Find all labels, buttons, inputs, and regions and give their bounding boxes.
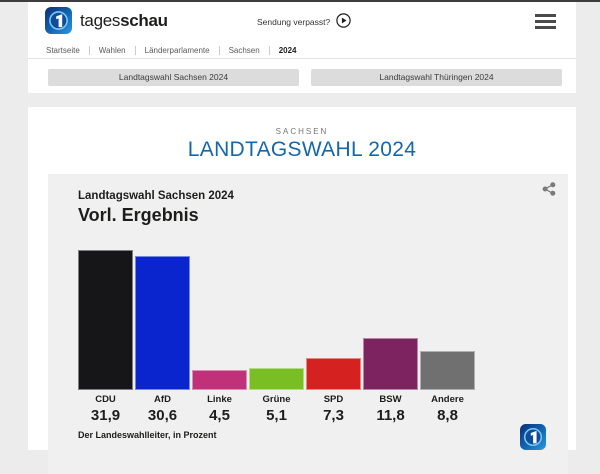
- bar-value-label: 30,6: [147, 407, 178, 424]
- bar-linke: [192, 370, 247, 390]
- sendung-verpasst-link[interactable]: Sendung verpasst?: [257, 17, 331, 27]
- tagesschau-logo-icon[interactable]: [45, 7, 72, 34]
- bar-category-label: SPD: [323, 394, 344, 405]
- share-icon[interactable]: [542, 182, 556, 196]
- tagesschau-app-icon: [520, 424, 546, 450]
- chart-title: Landtagswahl Sachsen 2024: [78, 190, 234, 202]
- result-chart-card: Landtagswahl Sachsen 2024 Vorl. Ergebnis…: [48, 174, 568, 474]
- site-header: tagesschau Sendung verpasst? Startseite …: [28, 2, 576, 93]
- brand-wordmark[interactable]: tagesschau: [80, 11, 168, 31]
- bar-category-label: Grüne: [262, 394, 291, 405]
- breadcrumb-2024: 2024: [278, 45, 297, 55]
- bar-category-label: Linke: [207, 394, 232, 405]
- bar-value-label: 31,9: [90, 407, 121, 424]
- breadcrumb-sachsen[interactable]: Sachsen: [220, 45, 270, 55]
- bar-column: Andere 8,8: [420, 250, 475, 424]
- bar-chart: CDU 31,9 AfD 30,6 Linke 4,5 Grüne 5,1 SPD 7,3 BSW 1…: [78, 250, 475, 424]
- menu-icon[interactable]: [535, 14, 556, 30]
- bar-grüne: [249, 368, 304, 390]
- tab-landtagswahl-thueringen[interactable]: Landtagswahl Thüringen 2024: [311, 69, 562, 86]
- breadcrumb: Startseite Wahlen Länderparlamente Sachs…: [28, 42, 576, 59]
- bar-bsw: [363, 338, 418, 390]
- bar-category-label: Andere: [431, 394, 464, 405]
- brand-bold: schau: [120, 11, 168, 30]
- main-content: SACHSEN LANDTAGSWAHL 2024 Landtagswahl S…: [28, 107, 576, 474]
- bar-cdu: [78, 250, 133, 390]
- bar-andere: [420, 351, 475, 390]
- bar-afd: [135, 256, 190, 390]
- bar-category-label: AfD: [154, 394, 171, 405]
- chart-source-note: Der Landeswahlleiter, in Prozent: [78, 430, 217, 440]
- bar-value-label: 8,8: [437, 407, 458, 424]
- bar-value-label: 4,5: [209, 407, 230, 424]
- bar-value-label: 11,8: [376, 407, 405, 424]
- top-border-line: [0, 0, 600, 2]
- breadcrumb-wahlen[interactable]: Wahlen: [90, 45, 136, 55]
- bar-column: Linke 4,5: [192, 250, 247, 424]
- brand-light: tages: [80, 11, 121, 30]
- bar-column: Grüne 5,1: [249, 250, 304, 424]
- bar-column: BSW 11,8: [363, 250, 418, 424]
- chart-subtitle: Vorl. Ergebnis: [78, 205, 199, 225]
- bar-column: CDU 31,9: [78, 250, 133, 424]
- page-kicker: SACHSEN: [275, 127, 329, 136]
- bar-value-label: 7,3: [323, 407, 344, 424]
- bar-column: AfD 30,6: [135, 250, 190, 424]
- bar-category-label: BSW: [379, 394, 402, 405]
- page-title: LANDTAGSWAHL 2024: [187, 138, 417, 161]
- breadcrumb-laenderparlamente[interactable]: Länderparlamente: [136, 45, 220, 55]
- breadcrumb-startseite[interactable]: Startseite: [37, 45, 90, 55]
- play-icon[interactable]: [336, 13, 351, 28]
- bar-value-label: 5,1: [266, 407, 287, 424]
- region-tabs: Landtagswahl Sachsen 2024 Landtagswahl T…: [28, 69, 576, 87]
- tab-landtagswahl-sachsen[interactable]: Landtagswahl Sachsen 2024: [48, 69, 299, 86]
- bar-spd: [306, 358, 361, 390]
- bar-category-label: CDU: [95, 394, 116, 405]
- bar-column: SPD 7,3: [306, 250, 361, 424]
